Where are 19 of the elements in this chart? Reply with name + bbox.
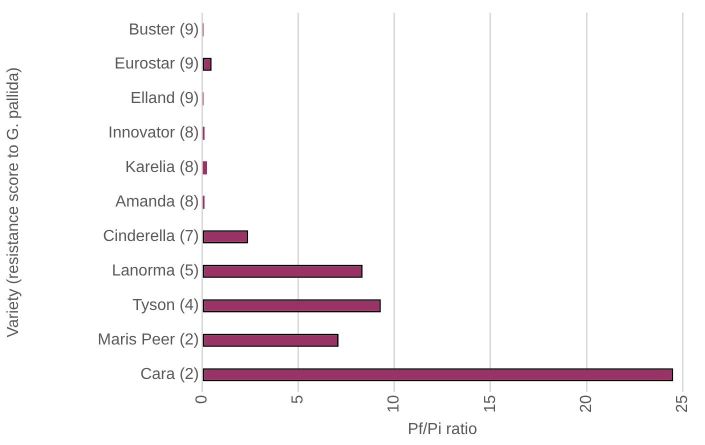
x-tick-label: 0	[193, 394, 210, 404]
x-tick-label: 5	[290, 394, 307, 404]
x-axis-title: Pf/Pi ratio	[408, 420, 478, 438]
y-tick-label: Elland (9)	[130, 90, 199, 108]
y-axis-title: Variety (resistance score to G. pallida)	[5, 67, 22, 338]
y-tick-label: Buster (9)	[128, 21, 199, 38]
y-tick-label: Karelia (8)	[125, 159, 199, 176]
y-tick-label: Cinderella (7)	[102, 228, 199, 246]
x-tick-label: 25	[674, 394, 692, 413]
x-tick-label: 20	[578, 394, 596, 413]
y-tick-label: Amanda (8)	[115, 194, 199, 211]
y-tick-label: Lanorma (5)	[112, 262, 199, 280]
y-tick-label: Eurostar (9)	[114, 56, 199, 73]
x-tick-label: 15	[482, 394, 499, 413]
y-tick-label: Cara (2)	[140, 366, 199, 384]
y-tick-label: Tyson (4)	[132, 297, 199, 314]
y-tick-label: Maris Peer (2)	[98, 332, 199, 349]
y-tick-label: Innovator (8)	[108, 124, 199, 142]
x-tick-label: 10	[386, 394, 403, 413]
